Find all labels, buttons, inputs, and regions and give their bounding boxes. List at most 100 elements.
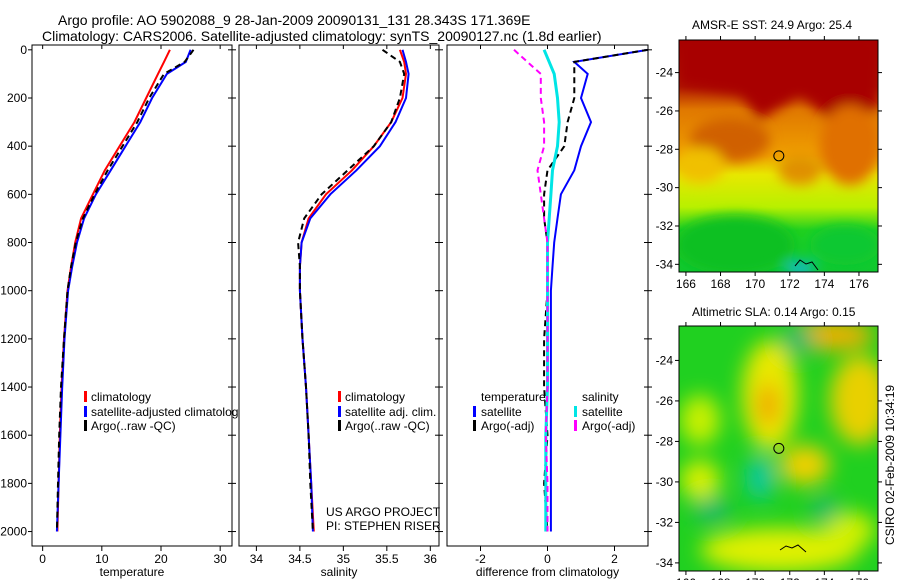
map-frame — [678, 39, 879, 273]
x-tick-label: 2 — [611, 552, 618, 566]
timestamp-stamp: CSIRO 02-Feb-2009 10:34:19 — [883, 384, 897, 545]
x-tick-label: 35.5 — [375, 552, 399, 566]
y-tick-label: 1200 — [0, 332, 27, 346]
map-sla-title: Altimetric SLA: 0.14 Argo: 0.15 — [692, 305, 856, 319]
map-y-tick-label: -26 — [656, 394, 674, 408]
map-x-tick-label: 168 — [711, 576, 731, 580]
map-y-tick-label: -30 — [656, 475, 674, 489]
legend-swatch — [338, 391, 341, 402]
x-tick-label: -2 — [475, 552, 486, 566]
legend-swatch — [84, 420, 87, 431]
series-salinity-satellite — [542, 49, 561, 532]
legend-diff-sal-argo: Argo(-adj) — [582, 419, 636, 433]
y-tick-label: 800 — [7, 236, 27, 250]
legend-diff-temp-header: temperature — [481, 390, 546, 404]
map-y-tick-label: -34 — [656, 556, 674, 570]
legend-swatch — [84, 406, 87, 417]
axes-frame — [31, 44, 233, 547]
legend-swatch — [574, 406, 577, 417]
y-tick-label: 1800 — [0, 476, 27, 490]
series-argo-raw-qc- — [55, 49, 195, 532]
x-tick-label: 34.5 — [288, 552, 312, 566]
map-x-tick-label: 176 — [849, 576, 869, 580]
map-y-tick-label: -26 — [656, 104, 674, 118]
axes-frame — [238, 44, 440, 547]
x-tick-label: 0 — [544, 552, 551, 566]
map-x-tick-label: 170 — [745, 576, 765, 580]
series-salinity-argo-adj- — [513, 49, 549, 532]
legend-sal-argo: Argo(..raw -QC) — [345, 419, 430, 433]
map-y-tick-label: -28 — [656, 142, 674, 156]
x-tick-label: 34 — [250, 552, 264, 566]
legend-swatch — [473, 406, 476, 417]
legend-diff-sal-header: salinity — [582, 390, 619, 404]
map-y-tick-label: -32 — [656, 219, 674, 233]
map-x-tick-label: 168 — [711, 277, 731, 291]
legend-sal-sat: satellite adj. clim. — [345, 405, 437, 419]
legend-swatch — [84, 391, 87, 402]
map-x-tick-label: 170 — [745, 277, 765, 291]
x-tick-label: 30 — [213, 552, 227, 566]
x-axis-label: salinity — [321, 565, 358, 579]
map-y-tick-label: -34 — [656, 257, 674, 271]
legend-swatch — [574, 420, 577, 431]
panel-temperature: 0 10 20 30 0 200 400 600 800 1000 1200 1400 1600 1800… — [0, 43, 236, 579]
map-y-tick-label: -32 — [656, 515, 674, 529]
map-y-tick-label: -24 — [656, 66, 674, 80]
legend-swatch — [338, 406, 341, 417]
x-tick-label: 35 — [337, 552, 351, 566]
map-x-tick-label: 172 — [780, 576, 800, 580]
series-temperature-argo-adj- — [543, 48, 649, 532]
legend-diff-temp-sat: satellite — [481, 405, 522, 419]
sla-map — [679, 326, 878, 571]
project-note-1: US ARGO PROJECT — [326, 505, 441, 519]
map-x-tick-label: 166 — [676, 576, 696, 580]
map-axes-1: 166 168 170 172 174 176 -24 -26 -28 -30 -32 -34 — [656, 322, 882, 580]
plot-title-line2: Climatology: CARS2006. Satellite-adjuste… — [42, 28, 602, 44]
y-tick-label: 200 — [7, 91, 27, 105]
panel-salinity: 34 34.5 35 35.5 36 salinity — [238, 44, 443, 579]
legend-temp-argo: Argo(..raw -QC) — [91, 419, 176, 433]
map-frame — [678, 325, 879, 572]
x-tick-label: 20 — [154, 552, 168, 566]
map-x-tick-label: 166 — [676, 277, 696, 291]
map-x-tick-label: 174 — [814, 576, 834, 580]
y-tick-label: 1600 — [0, 428, 27, 442]
map-y-tick-label: -28 — [656, 434, 674, 448]
series-climatology — [56, 49, 171, 532]
y-tick-label: 600 — [7, 187, 27, 201]
argo-location-marker — [773, 150, 785, 162]
legend-diff-temp-argo: Argo(-adj) — [481, 419, 535, 433]
map-y-tick-label: -30 — [656, 181, 674, 195]
legend-temp-sat: satellite-adjusted climatology — [91, 405, 239, 419]
map-x-tick-label: 174 — [814, 277, 834, 291]
x-axis-label: temperature — [100, 565, 165, 579]
y-tick-label: 1000 — [0, 284, 27, 298]
legend-temp-clim: climatology — [91, 390, 152, 404]
legend-swatch — [338, 420, 341, 431]
map-sst-title: AMSR-E SST: 24.9 Argo: 25.4 — [692, 18, 853, 32]
y-tick-label: 1400 — [0, 380, 27, 394]
y-tick-label: 400 — [7, 139, 27, 153]
map-x-tick-label: 172 — [780, 277, 800, 291]
map-x-tick-label: 176 — [849, 277, 869, 291]
series-satellite-adjusted-climatology — [55, 49, 192, 532]
series-temperature-satellite — [549, 48, 649, 532]
y-tick-label: 0 — [20, 43, 27, 57]
plot-title-line1: Argo profile: AO 5902088_9 28-Jan-2009 2… — [58, 12, 531, 28]
project-note-2: PI: STEPHEN RISER — [326, 519, 441, 533]
legend-diff-sal-sat: satellite — [582, 405, 623, 419]
x-tick-label: 10 — [95, 552, 109, 566]
x-tick-label: 36 — [424, 552, 438, 566]
y-tick-label: 2000 — [0, 525, 27, 539]
x-axis-label: difference from climatology — [476, 565, 619, 579]
legend-sal-clim: climatology — [345, 390, 406, 404]
map-axes-0: 166 168 170 172 174 176 -24 -26 -28 -30 -32 -34 — [656, 36, 882, 291]
map-y-tick-label: -24 — [656, 353, 674, 367]
x-tick-label: 0 — [39, 552, 46, 566]
legend-swatch — [473, 420, 476, 431]
series-argo-raw-qc- — [297, 48, 406, 532]
argo-location-marker — [773, 442, 785, 454]
